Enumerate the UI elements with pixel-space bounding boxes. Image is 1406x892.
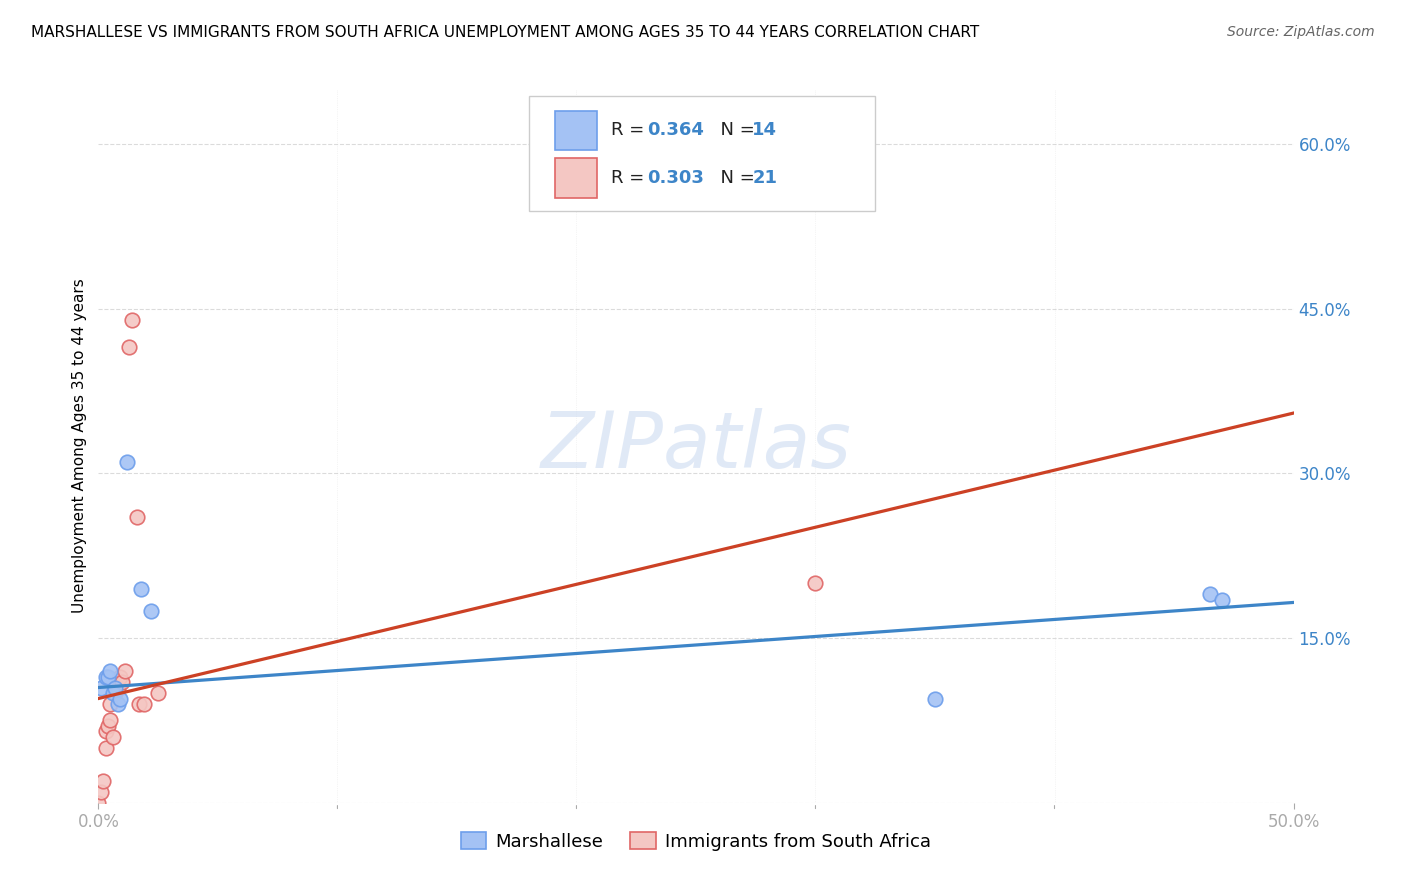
Point xyxy=(107,697,129,711)
FancyBboxPatch shape xyxy=(529,96,876,211)
Point xyxy=(98,714,122,728)
Text: 21: 21 xyxy=(752,169,778,187)
Text: Source: ZipAtlas.com: Source: ZipAtlas.com xyxy=(1227,25,1375,39)
Text: 0.364: 0.364 xyxy=(647,121,704,139)
Point xyxy=(121,312,143,326)
Point xyxy=(94,724,117,739)
Text: R =: R = xyxy=(612,169,650,187)
Point xyxy=(87,796,110,810)
FancyBboxPatch shape xyxy=(555,159,596,198)
Point xyxy=(148,686,170,700)
Point xyxy=(924,691,946,706)
Point xyxy=(804,576,827,591)
Point xyxy=(139,604,162,618)
Point xyxy=(101,686,124,700)
Point xyxy=(114,664,136,678)
Text: 14: 14 xyxy=(752,121,778,139)
Point xyxy=(132,697,155,711)
Point xyxy=(94,740,117,755)
FancyBboxPatch shape xyxy=(555,111,596,150)
Point xyxy=(108,669,131,683)
Point xyxy=(91,773,114,788)
Point xyxy=(1199,587,1222,601)
Point xyxy=(108,691,131,706)
Point xyxy=(115,455,138,469)
Point xyxy=(131,582,153,596)
Point xyxy=(104,681,127,695)
Point xyxy=(118,340,141,354)
Legend: Marshallese, Immigrants from South Africa: Marshallese, Immigrants from South Afric… xyxy=(454,825,938,858)
Point xyxy=(1211,592,1233,607)
Point xyxy=(125,510,148,524)
Point xyxy=(98,664,122,678)
Text: N =: N = xyxy=(709,121,761,139)
Text: MARSHALLESE VS IMMIGRANTS FROM SOUTH AFRICA UNEMPLOYMENT AMONG AGES 35 TO 44 YEA: MARSHALLESE VS IMMIGRANTS FROM SOUTH AFR… xyxy=(31,25,979,40)
Point xyxy=(90,785,112,799)
Point xyxy=(107,681,129,695)
Point xyxy=(90,681,112,695)
Text: ZIPatlas: ZIPatlas xyxy=(540,408,852,484)
Point xyxy=(94,669,117,683)
Text: N =: N = xyxy=(709,169,761,187)
Point xyxy=(98,697,122,711)
Point xyxy=(97,669,120,683)
Text: 0.303: 0.303 xyxy=(647,169,704,187)
Point xyxy=(104,686,127,700)
Text: R =: R = xyxy=(612,121,650,139)
Point xyxy=(97,719,120,733)
Y-axis label: Unemployment Among Ages 35 to 44 years: Unemployment Among Ages 35 to 44 years xyxy=(72,278,87,614)
Point xyxy=(111,675,134,690)
Point xyxy=(101,730,124,744)
Point xyxy=(128,697,150,711)
